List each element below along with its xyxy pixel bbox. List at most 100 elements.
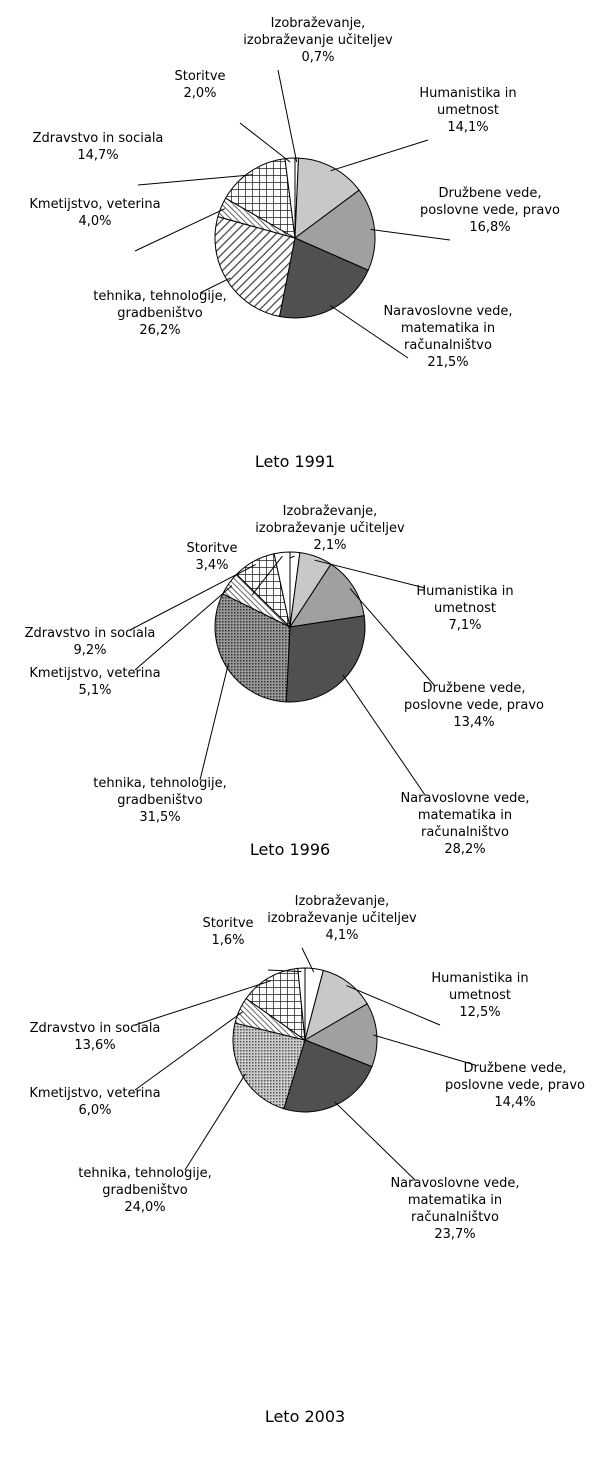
pie-slice (288, 563, 365, 628)
category-label: Naravoslovne vede, matematika in računal… (383, 304, 513, 353)
leader-line (129, 564, 256, 631)
leader-line (329, 304, 409, 359)
value-label: 5,1% (78, 683, 112, 698)
slice-label: Naravoslovne vede, matematika in računal… (373, 303, 523, 371)
leader-line (349, 588, 435, 686)
slice-label: Humanistika in umetnost 14,1% (393, 85, 543, 136)
leader-line (137, 174, 253, 186)
value-label: 4,1% (325, 928, 359, 943)
leader-line (134, 1011, 244, 1091)
value-label: 12,5% (459, 1005, 501, 1020)
pie-slice (294, 189, 376, 271)
pie-slice (297, 967, 306, 1041)
value-label: 31,5% (139, 810, 181, 825)
slice-label: Kmetijstvo, veterina 4,0% (20, 196, 170, 230)
value-label: 21,5% (427, 355, 469, 370)
pie-slice (278, 237, 369, 319)
category-label: Kmetijstvo, veterina (29, 1086, 161, 1101)
value-label: 14,1% (447, 120, 489, 135)
category-label: Družbene vede, poslovne vede, pravo (419, 186, 561, 218)
category-label: Naravoslovne vede, matematika in računal… (390, 1176, 520, 1225)
category-label: Izobraževanje, izobraževanje učiteljev (255, 504, 405, 536)
chart-title: Leto 1996 (249, 840, 331, 859)
leader-line (251, 555, 283, 596)
category-label: Družbene vede, poslovne vede, pravo (444, 1061, 586, 1093)
value-label: 6,0% (78, 1103, 112, 1118)
category-label: Storitve (174, 69, 226, 84)
slice-label: Storitve 3,4% (137, 540, 287, 574)
slice-label: Humanistika in umetnost 7,1% (390, 583, 540, 634)
slice-label: Naravoslovne vede, matematika in računal… (390, 790, 540, 858)
pie-slice (285, 615, 366, 703)
category-label: Zdravstvo in sociala (24, 626, 156, 641)
slice-label: Storitve 2,0% (125, 68, 275, 102)
pie-slice (273, 551, 291, 628)
leader-line (330, 139, 429, 172)
value-label: 26,2% (139, 323, 181, 338)
pie-slice (245, 967, 306, 1042)
value-label: 0,7% (301, 50, 335, 65)
slice-label: Družbene vede, poslovne vede, pravo 16,8% (415, 185, 565, 236)
value-label: 2,1% (313, 538, 347, 553)
leader-line (346, 985, 441, 1026)
value-label: 7,1% (448, 618, 482, 633)
leader-line (370, 228, 451, 241)
slice-label: Humanistika in umetnost 12,5% (405, 970, 555, 1021)
slice-label: Storitve 1,6% (153, 915, 303, 949)
category-label: Izobraževanje, izobraževanje učiteljev (243, 16, 393, 48)
leader-line (184, 1073, 246, 1171)
category-label: Izobraževanje, izobraževanje učiteljev (267, 894, 417, 926)
category-label: Družbene vede, poslovne vede, pravo (403, 681, 545, 713)
leader-line (134, 208, 226, 252)
chart-title: Leto 2003 (264, 1407, 346, 1426)
pie-slice (283, 1039, 373, 1113)
leader-line (301, 947, 315, 973)
value-label: 14,7% (77, 148, 119, 163)
leader-line (199, 662, 230, 781)
category-label: Storitve (186, 541, 238, 556)
category-label: Humanistika in umetnost (431, 971, 529, 1003)
category-label: Zdravstvo in sociala (32, 131, 164, 146)
value-label: 16,8% (469, 220, 511, 235)
slice-label: Izobraževanje, izobraževanje učiteljev 4,… (267, 893, 417, 944)
chart-title: Leto 1991 (254, 452, 336, 471)
category-label: tehnika, tehnologije, gradbeništvo (93, 776, 227, 808)
value-label: 13,6% (74, 1038, 116, 1053)
value-label: 4,0% (78, 214, 112, 229)
slice-label: Zdravstvo in sociala 13,6% (20, 1020, 170, 1054)
leader-line (134, 585, 233, 671)
slice-label: Izobraževanje, izobraževanje učiteljev 0,… (243, 15, 393, 66)
leader-line (134, 980, 271, 1026)
leader-line (314, 559, 426, 589)
slice-label: Družbene vede, poslovne vede, pravo 13,4% (399, 680, 549, 731)
category-label: Humanistika in umetnost (416, 584, 514, 616)
leader-line (199, 277, 231, 294)
slice-label: tehnika, tehnologije, gradbeništvo 31,5% (85, 775, 235, 826)
leader-line (267, 969, 302, 973)
category-label: Humanistika in umetnost (419, 86, 517, 118)
slice-label: Zdravstvo in sociala 9,2% (15, 625, 165, 659)
value-label: 3,4% (195, 558, 229, 573)
slice-label: Kmetijstvo, veterina 5,1% (20, 665, 170, 699)
value-label: 24,0% (124, 1200, 166, 1215)
category-label: tehnika, tehnologije, gradbeništvo (93, 289, 227, 321)
slice-label: Izobraževanje, izobraževanje učiteljev 2,… (255, 503, 405, 554)
leader-line (239, 122, 291, 163)
slice-label: tehnika, tehnologije, gradbeništvo 26,2% (85, 288, 235, 339)
category-label: tehnika, tehnologije, gradbeništvo (78, 1166, 212, 1198)
value-label: 13,4% (453, 715, 495, 730)
pie-slice (224, 158, 296, 239)
value-label: 1,6% (211, 933, 245, 948)
category-label: Zdravstvo in sociala (29, 1021, 161, 1036)
leader-line (373, 1034, 476, 1066)
slice-label: Zdravstvo in sociala 14,7% (23, 130, 173, 164)
value-label: 9,2% (73, 643, 107, 658)
slice-label: Kmetijstvo, veterina 6,0% (20, 1085, 170, 1119)
category-label: Naravoslovne vede, matematika in računal… (400, 791, 530, 840)
leader-line (342, 674, 426, 796)
leader-line (289, 555, 295, 559)
slice-label: tehnika, tehnologije, gradbeništvo 24,0% (70, 1165, 220, 1216)
pie-slice (232, 1022, 306, 1110)
value-label: 28,2% (444, 842, 486, 857)
